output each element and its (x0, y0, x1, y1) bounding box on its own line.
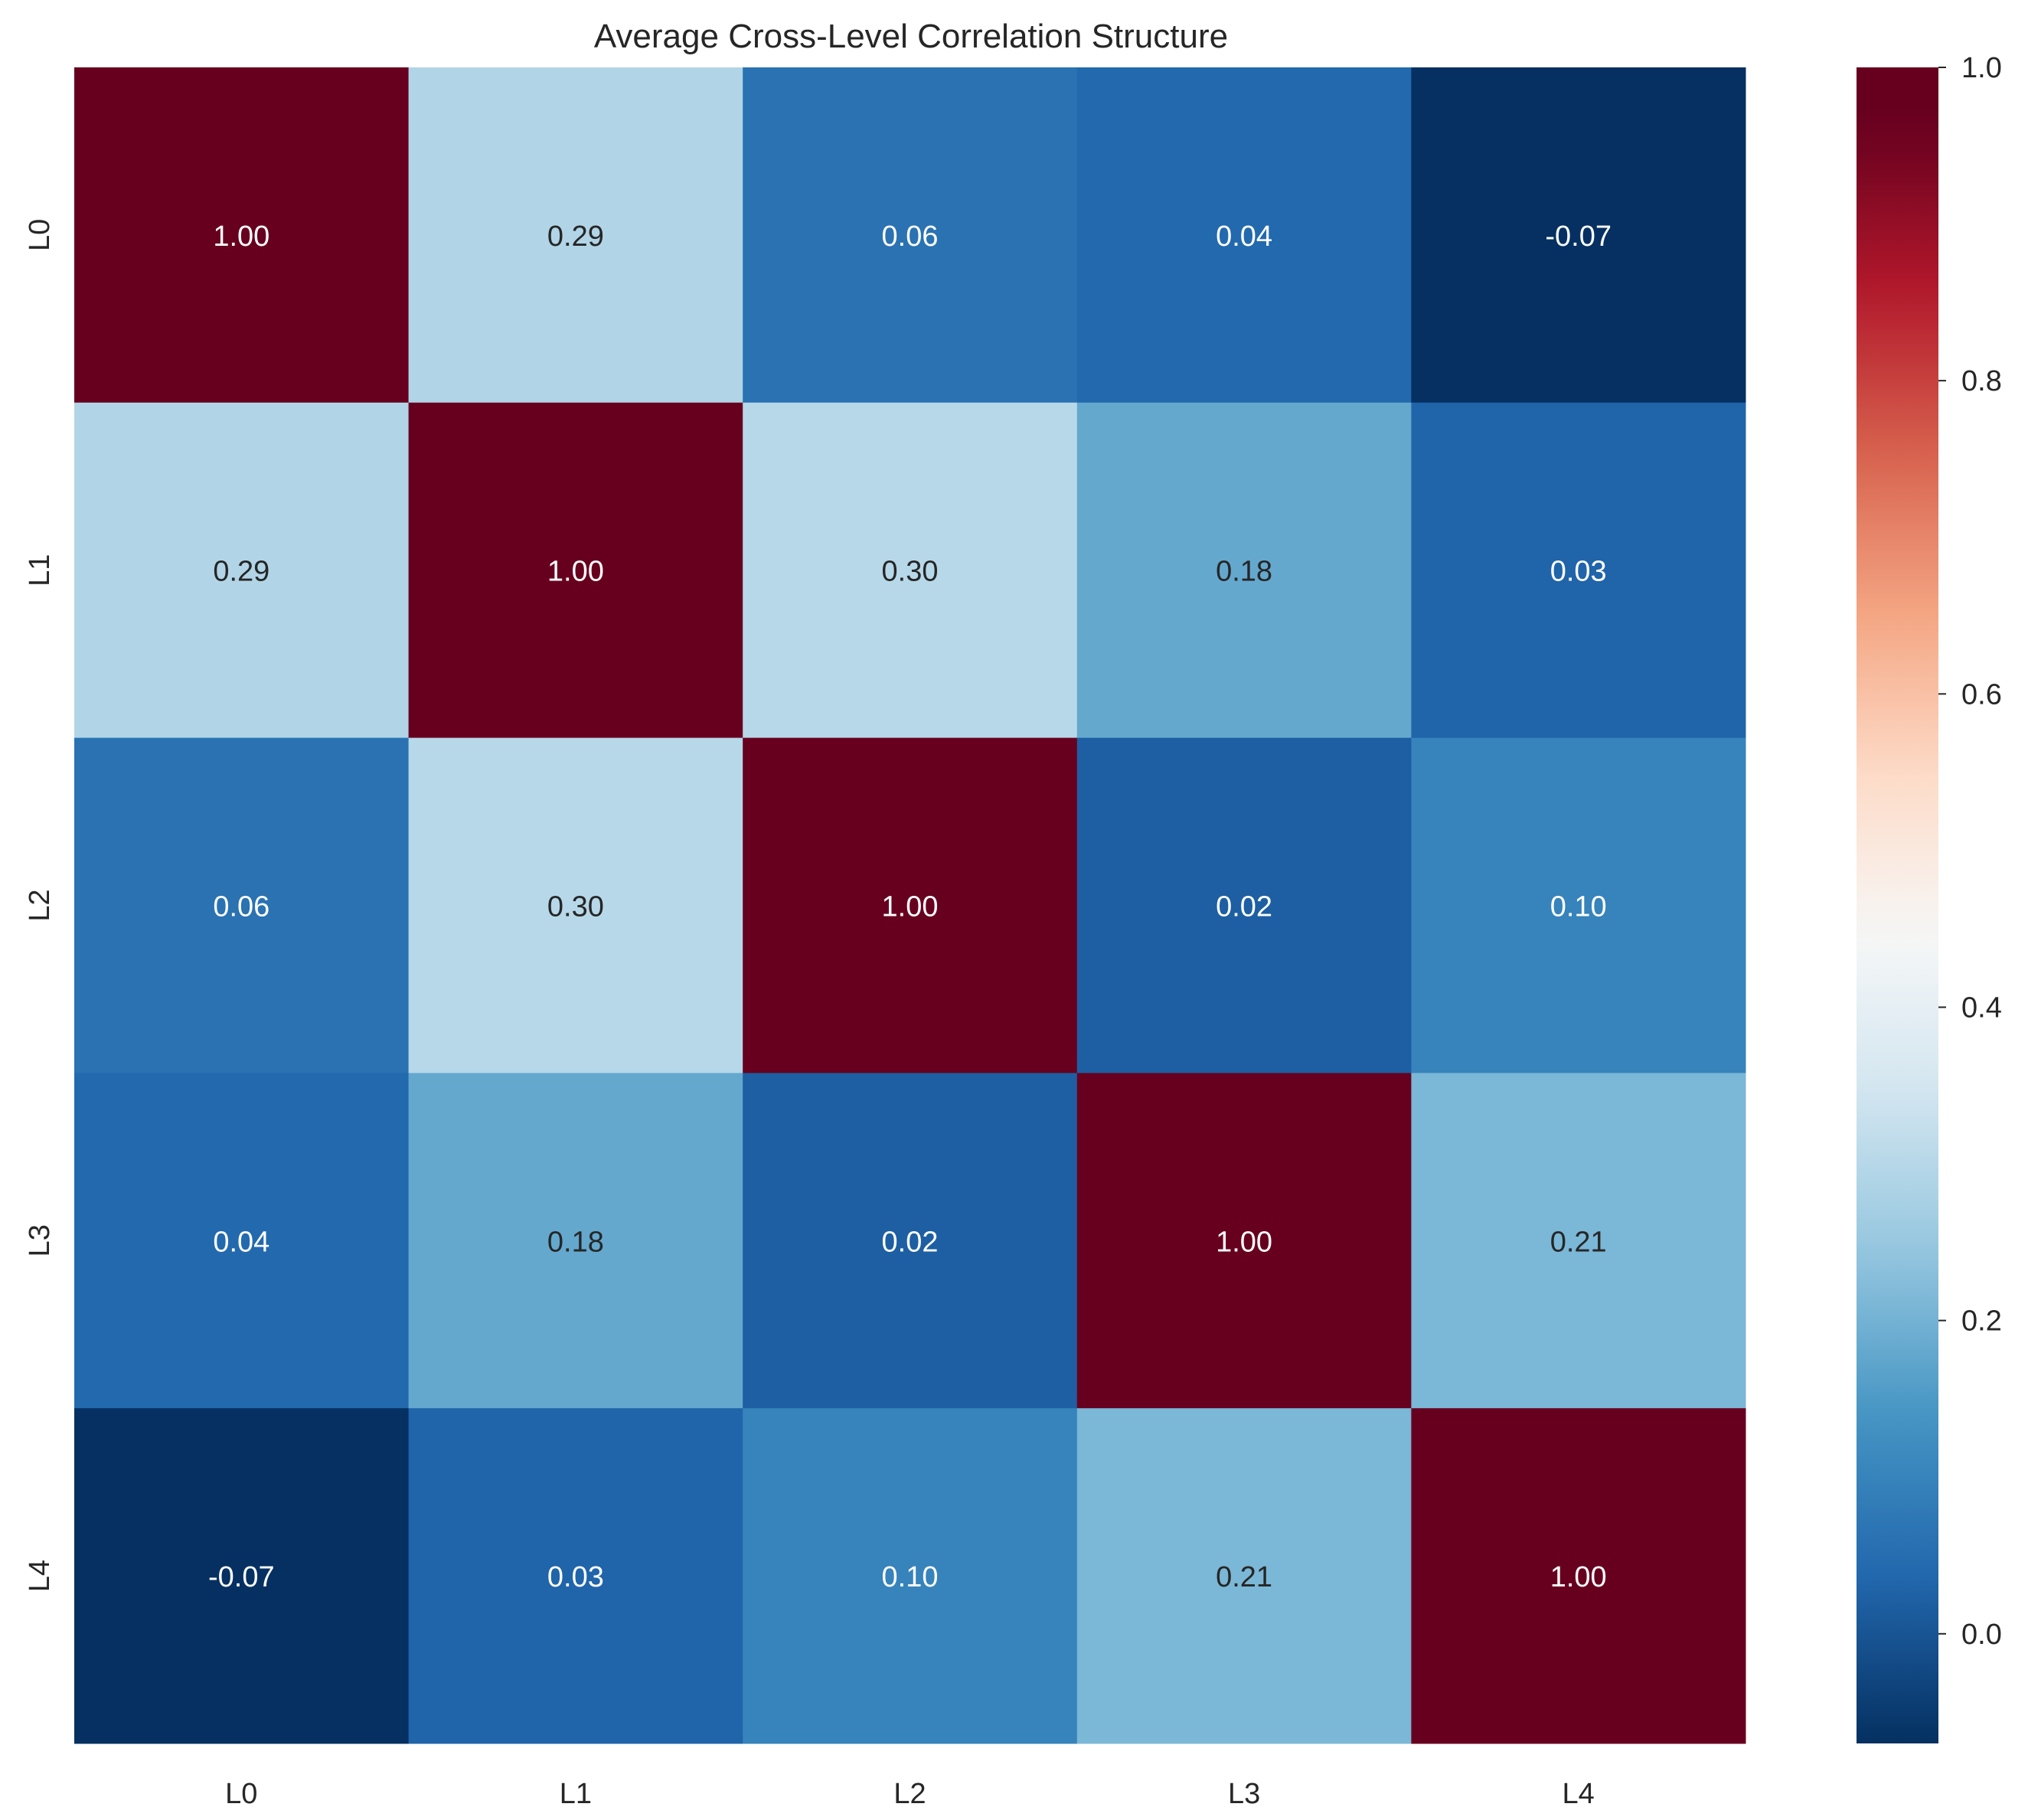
chart-title: Average Cross-Level Correlation Structur… (594, 18, 1228, 55)
heatmap-cell-labels: 1.00 0.29 0.06 0.04 -0.07 0.29 1.00 0.30 0.18 0.0… (208, 221, 1612, 1593)
colorbar-tick-label: 0.8 (1961, 365, 2002, 397)
cell-value-label: 0.18 (1216, 556, 1272, 588)
cell-value-label: 1.00 (213, 221, 269, 253)
colorbar-gradient (1857, 67, 1938, 1743)
cell-value-label: 0.29 (213, 556, 269, 588)
heatmap-cell-L2-L1 (408, 737, 743, 1073)
cell-value-label: 0.03 (1550, 556, 1607, 588)
x-tick-label: L1 (560, 1778, 592, 1810)
y-tick-label: L3 (24, 1224, 56, 1256)
cell-value-label: 1.00 (1216, 1226, 1272, 1258)
cell-value-label: 0.30 (547, 891, 604, 923)
heatmap-cells (74, 67, 1746, 1744)
cell-value-label: 0.06 (882, 221, 939, 253)
cell-value-label: 0.21 (1216, 1561, 1272, 1593)
y-tick-label: L0 (24, 219, 56, 251)
heatmap-cell-L2-L4 (1411, 737, 1746, 1073)
cell-value-label: 0.02 (1216, 891, 1272, 923)
heatmap-cell-L2-L0 (74, 737, 410, 1073)
colorbar-tick-label: 0.6 (1961, 678, 2002, 711)
heatmap-cell-L1-L4 (1411, 402, 1746, 739)
cell-value-label: 1.00 (1550, 1561, 1607, 1593)
y-tick-label: L1 (24, 554, 56, 587)
heatmap-cell-L3-L2 (743, 1073, 1078, 1409)
cell-value-label: 1.00 (547, 556, 604, 588)
cell-value-label: 0.04 (213, 1226, 269, 1258)
cell-value-label: 0.04 (1216, 221, 1272, 253)
colorbar-ticks: 0.0 0.2 0.4 0.6 0.8 1.0 (1938, 52, 2002, 1651)
cell-value-label: 0.10 (882, 1561, 939, 1593)
cell-value-label: -0.07 (208, 1561, 275, 1593)
cell-value-label: 0.18 (547, 1226, 604, 1258)
colorbar: 0.0 0.2 0.4 0.6 0.8 1.0 (1857, 52, 2002, 1743)
x-tick-label: L3 (1228, 1778, 1260, 1810)
heatmap-cell-L1-L0 (74, 402, 410, 739)
colorbar-tick-label: 0.0 (1961, 1619, 2002, 1651)
cell-value-label: 1.00 (882, 891, 939, 923)
cell-value-label: -0.07 (1545, 221, 1612, 253)
heatmap-cell-L4-L0 (74, 1408, 410, 1744)
x-axis: L0 L1 L2 L3 L4 (225, 1778, 1595, 1810)
heatmap-cell-L4-L2 (743, 1408, 1078, 1744)
heatmap-cell-L0-L4 (1411, 67, 1746, 404)
x-tick-label: L4 (1563, 1778, 1595, 1810)
heatmap-cell-L1-L3 (1076, 402, 1412, 739)
cell-value-label: 0.02 (882, 1226, 939, 1258)
y-tick-label: L4 (24, 1560, 56, 1592)
heatmap-cell-L0-L0 (74, 67, 410, 404)
heatmap-cell-L1-L1 (408, 402, 743, 739)
cell-value-label: 0.30 (882, 556, 939, 588)
cell-value-label: 0.29 (547, 221, 604, 253)
heatmap-cell-L4-L3 (1076, 1408, 1412, 1744)
heatmap-cell-L3-L0 (74, 1073, 410, 1409)
heatmap-cell-L3-L1 (408, 1073, 743, 1409)
heatmap-cell-L0-L1 (408, 67, 743, 404)
y-axis: L0 L1 L2 L3 L4 (24, 219, 56, 1592)
heatmap-cell-L4-L4 (1411, 1408, 1746, 1744)
heatmap-cell-L3-L4 (1411, 1073, 1746, 1409)
heatmap-cell-L2-L2 (743, 737, 1078, 1073)
heatmap-cell-L4-L1 (408, 1408, 743, 1744)
colorbar-tick-label: 0.2 (1961, 1305, 2002, 1338)
x-tick-label: L2 (893, 1778, 926, 1810)
y-tick-label: L2 (24, 889, 56, 921)
heatmap-cell-L0-L2 (743, 67, 1078, 404)
cell-value-label: 0.10 (1550, 891, 1607, 923)
cell-value-label: 0.06 (213, 891, 269, 923)
cell-value-label: 0.03 (547, 1561, 604, 1593)
x-tick-label: L0 (225, 1778, 257, 1810)
heatmap-cell-L1-L2 (743, 402, 1078, 739)
heatmap-cell-L0-L3 (1076, 67, 1412, 404)
colorbar-tick-label: 0.4 (1961, 992, 2002, 1024)
cell-value-label: 0.21 (1550, 1226, 1607, 1258)
colorbar-tick-label: 1.0 (1961, 52, 2002, 84)
heatmap-cell-L2-L3 (1076, 737, 1412, 1073)
heatmap-cell-L3-L3 (1076, 1073, 1412, 1409)
